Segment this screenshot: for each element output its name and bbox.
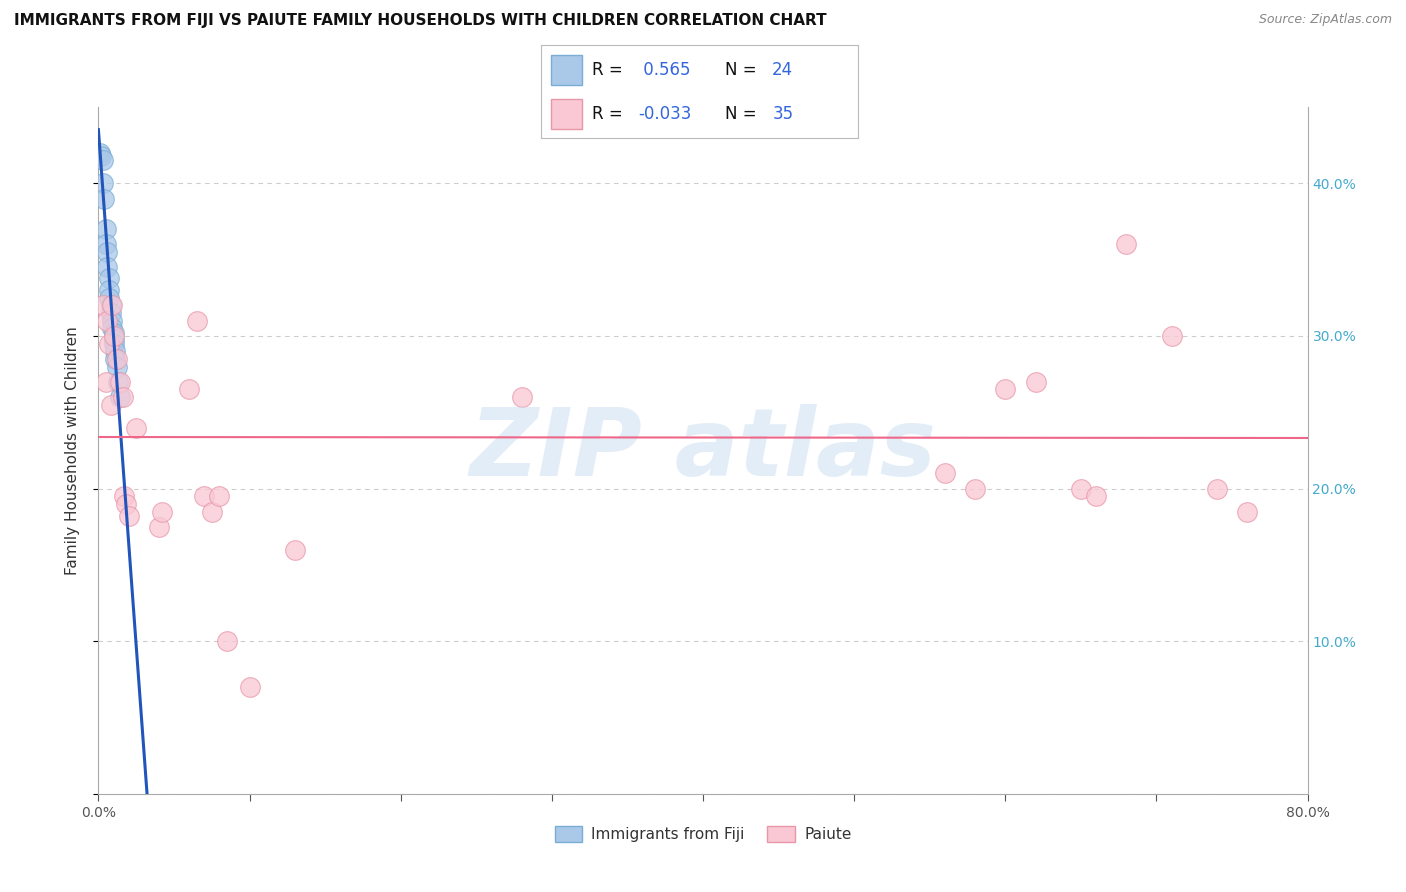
Legend: Immigrants from Fiji, Paiute: Immigrants from Fiji, Paiute <box>548 820 858 848</box>
Point <box>105 359 128 374</box>
Y-axis label: Family Households with Children: Family Households with Children <box>65 326 80 574</box>
Point <box>91 153 114 168</box>
Point <box>118 509 141 524</box>
Point <box>98 336 121 351</box>
Point <box>89 145 111 160</box>
Point <box>107 375 129 389</box>
Point <box>125 420 148 434</box>
Point <box>91 177 114 191</box>
Point <box>215 634 238 648</box>
Point <box>193 489 215 503</box>
Point <box>284 542 307 557</box>
Point <box>105 351 128 366</box>
Point <box>104 351 127 366</box>
Point <box>100 298 122 312</box>
Point <box>1085 489 1108 503</box>
Text: N =: N = <box>725 61 762 78</box>
Text: IMMIGRANTS FROM FIJI VS PAIUTE FAMILY HOUSEHOLDS WITH CHILDREN CORRELATION CHART: IMMIGRANTS FROM FIJI VS PAIUTE FAMILY HO… <box>14 13 827 29</box>
Point <box>94 237 117 252</box>
Point <box>100 398 122 412</box>
Point <box>96 260 118 275</box>
Point <box>103 332 125 346</box>
Point <box>1206 482 1229 496</box>
Point <box>94 375 117 389</box>
Point <box>965 482 987 496</box>
Point <box>934 467 956 481</box>
Text: -0.033: -0.033 <box>638 105 692 123</box>
FancyBboxPatch shape <box>551 99 582 129</box>
Point <box>103 326 125 340</box>
Point <box>91 298 114 312</box>
Point <box>239 680 262 694</box>
Point <box>100 306 122 320</box>
Text: ZIP atlas: ZIP atlas <box>470 404 936 497</box>
Point <box>98 291 121 305</box>
Point <box>1115 237 1137 252</box>
Point <box>1024 375 1046 389</box>
Point <box>94 222 117 236</box>
Point <box>98 283 121 297</box>
Point <box>1070 482 1092 496</box>
Point <box>103 329 125 343</box>
Point <box>1160 329 1182 343</box>
Text: 0.565: 0.565 <box>638 61 690 78</box>
Point <box>103 336 125 351</box>
FancyBboxPatch shape <box>551 55 582 85</box>
Point <box>98 271 121 285</box>
Point <box>208 489 231 503</box>
Point <box>108 390 131 404</box>
Text: 35: 35 <box>772 105 793 123</box>
Text: Source: ZipAtlas.com: Source: ZipAtlas.com <box>1258 13 1392 27</box>
Point <box>186 314 208 328</box>
Point <box>101 314 124 328</box>
Point <box>108 375 131 389</box>
Text: 24: 24 <box>772 61 793 78</box>
Point <box>112 489 135 503</box>
Point <box>111 390 134 404</box>
Point <box>101 321 124 335</box>
Point <box>90 149 112 163</box>
Text: N =: N = <box>725 105 762 123</box>
Point <box>201 504 224 518</box>
Point <box>510 390 533 404</box>
Text: R =: R = <box>592 61 628 78</box>
Point <box>101 298 124 312</box>
Text: R =: R = <box>592 105 628 123</box>
Point <box>96 314 118 328</box>
Point <box>994 383 1017 397</box>
Point <box>148 520 170 534</box>
Point <box>150 504 173 518</box>
Point <box>104 344 127 359</box>
Point <box>96 245 118 260</box>
Point <box>179 383 201 397</box>
Point <box>1236 504 1258 518</box>
Point <box>114 497 136 511</box>
Point <box>93 192 115 206</box>
